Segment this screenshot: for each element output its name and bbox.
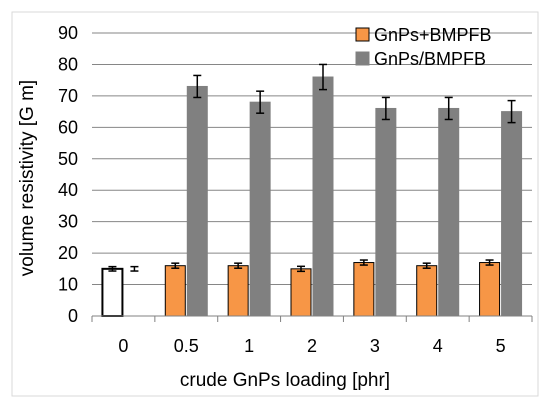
bar-series-1-cat-4 — [353, 262, 375, 317]
legend-label-gnps-plus-bmpfb: GnPs+BMPFB — [374, 25, 492, 45]
legend-swatch-gnps-slash-bmpfb — [355, 51, 370, 66]
bar-series-1-cat-1 — [164, 265, 186, 317]
y-tick-labels: 0 10 20 30 40 50 60 70 80 90 — [58, 23, 78, 326]
bar-series-1-cat-3 — [290, 268, 312, 317]
x-tick-label: 2 — [307, 336, 317, 356]
bar-series-2-cat-2 — [249, 101, 271, 317]
legend: GnPs+BMPFB GnPs/BMPFB — [355, 25, 492, 69]
x-tick-label: 1 — [244, 336, 254, 356]
x-tick-label: 0.5 — [174, 336, 199, 356]
x-tick-marks — [91, 316, 533, 322]
bar-series-2-cat-6 — [501, 111, 523, 317]
x-tick-label: 0 — [118, 336, 128, 356]
y-tick-label: 20 — [58, 243, 78, 263]
y-tick-label: 80 — [58, 54, 78, 74]
x-tick-labels: 0 0.5 1 2 3 4 5 — [118, 336, 505, 356]
y-axis-title: volume resistivity [G m] — [17, 80, 38, 276]
y-tick-label: 40 — [58, 180, 78, 200]
x-tick-label: 4 — [433, 336, 443, 356]
bar-series-1-cat-2 — [227, 265, 249, 317]
x-axis-title: crude GnPs loading [phr] — [180, 370, 390, 391]
y-tick-label: 70 — [58, 86, 78, 106]
bar-reference-cat-0 — [101, 267, 124, 318]
bar-series-1-cat-5 — [416, 265, 438, 317]
legend-swatch-gnps-plus-bmpfb — [355, 27, 370, 42]
bar-series-2-cat-4 — [375, 107, 397, 317]
y-tick-label: 0 — [68, 306, 78, 326]
x-tick-label: 3 — [370, 336, 380, 356]
bars — [101, 76, 523, 318]
legend-label-gnps-slash-bmpfb: GnPs/BMPFB — [374, 49, 486, 69]
bar-series-1-cat-6 — [479, 262, 501, 317]
y-tick-label: 60 — [58, 117, 78, 137]
y-tick-label: 90 — [58, 23, 78, 43]
bar-series-2-cat-5 — [438, 107, 460, 317]
y-tick-label: 10 — [58, 275, 78, 295]
y-tick-label: 30 — [58, 212, 78, 232]
bar-series-2-cat-3 — [312, 76, 334, 317]
error-bars — [108, 63, 516, 273]
bar-series-2-cat-1 — [186, 85, 208, 317]
x-tick-label: 5 — [496, 336, 506, 356]
y-tick-label: 50 — [58, 149, 78, 169]
